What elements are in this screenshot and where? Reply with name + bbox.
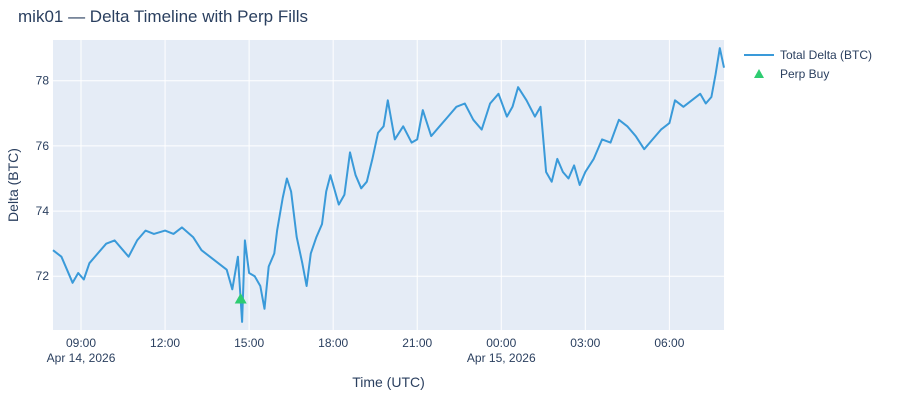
plot-area[interactable]: [53, 40, 724, 330]
y-axis-title: Delta (BTC): [5, 148, 21, 222]
legend-item-label[interactable]: Total Delta (BTC): [780, 48, 872, 62]
x-tick-label: 00:00: [486, 336, 516, 350]
y-axis: 72 74 76 78: [36, 74, 50, 284]
perp-buy-marker[interactable]: [234, 293, 247, 304]
x-tick-date-label: Apr 14, 2026: [47, 351, 116, 365]
x-tick-date-label: Apr 15, 2026: [467, 351, 536, 365]
x-tick-label: 09:00: [66, 336, 96, 350]
legend: Total Delta (BTC) Perp Buy: [744, 48, 872, 81]
x-axis-title: Time (UTC): [352, 374, 425, 390]
series-line-total-delta[interactable]: [52, 47, 725, 323]
y-tick-label: 72: [36, 269, 50, 283]
chart-title: mik01 — Delta Timeline with Perp Fills: [18, 7, 308, 26]
x-tick-label: 21:00: [402, 336, 432, 350]
y-tick-label: 76: [36, 139, 50, 153]
x-tick-label: 06:00: [654, 336, 684, 350]
grid: [53, 40, 724, 330]
x-tick-label: 15:00: [234, 336, 264, 350]
x-tick-label: 12:00: [150, 336, 180, 350]
y-tick-label: 78: [36, 74, 50, 88]
legend-swatch-triangle-icon: [754, 69, 764, 78]
series-layer: [52, 47, 725, 323]
x-tick-label: 03:00: [570, 336, 600, 350]
y-tick-label: 74: [36, 204, 50, 218]
legend-item-label[interactable]: Perp Buy: [780, 67, 829, 81]
x-tick-label: 18:00: [318, 336, 348, 350]
